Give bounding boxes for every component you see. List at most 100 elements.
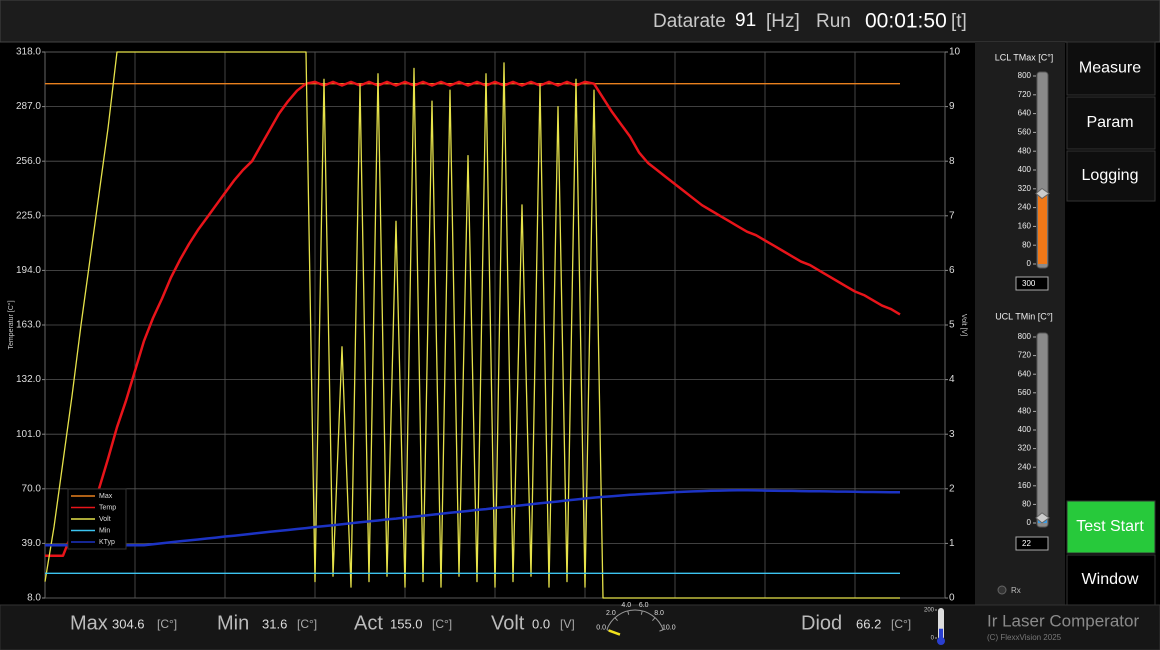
y-tick-label: 318.0 <box>16 47 41 58</box>
copyright: (C) FlexxVision 2025 <box>987 633 1062 642</box>
status-value: 31.6 <box>262 616 287 631</box>
slider-tick-label: 160 <box>1018 481 1032 490</box>
slider-tick-label: 0 <box>1027 518 1032 527</box>
y-tick-label: 163.0 <box>16 320 41 331</box>
y-axis-label: Temperatur [C°] <box>7 300 15 349</box>
limit-input[interactable] <box>1015 536 1049 551</box>
slider-tick-label: 0 <box>1027 259 1032 268</box>
datarate-unit: [Hz] <box>766 11 800 32</box>
slider-tick-label: 720 <box>1018 351 1032 360</box>
slider-tick-label: 80 <box>1022 240 1031 249</box>
nav-button-label[interactable]: Measure <box>1079 60 1141 77</box>
limit-input-value: 300 <box>1022 279 1036 288</box>
gauge-tick-label: 2.0 <box>606 610 616 617</box>
y2-tick-label: 4 <box>949 374 955 385</box>
nav-button[interactable] <box>1066 150 1156 202</box>
run-label: Run <box>816 11 851 32</box>
nav-button-label[interactable]: Param <box>1086 114 1133 131</box>
legend-label: Volt <box>99 516 111 523</box>
slider-tick-label: 800 <box>1018 332 1032 341</box>
y2-tick-label: 0 <box>949 593 955 604</box>
status-unit: [C°] <box>297 617 317 631</box>
slider-tick-label: 80 <box>1022 500 1031 509</box>
slider-tick-label: 640 <box>1018 109 1032 118</box>
gauge-tick-label: 4.0 <box>621 602 631 609</box>
status-label: Volt <box>491 612 525 634</box>
y2-tick-label: 8 <box>949 156 955 167</box>
gauge-tick-label: 10.0 <box>662 625 676 632</box>
y-tick-label: 101.0 <box>16 429 41 440</box>
y-tick-label: 194.0 <box>16 265 41 276</box>
status-value: 304.6 <box>112 616 145 631</box>
y-tick-label: 225.0 <box>16 210 41 221</box>
run-unit: [t] <box>951 11 967 32</box>
status-unit: [C°] <box>432 617 452 631</box>
gauge-arc <box>606 609 664 630</box>
slider-thumb[interactable] <box>1035 512 1050 524</box>
nav-button[interactable] <box>1066 500 1156 554</box>
limit-input[interactable] <box>1015 276 1049 291</box>
y2-axis-label: Volt [V] <box>960 314 967 336</box>
y-tick-label: 287.0 <box>16 101 41 112</box>
slider-fill <box>1038 193 1047 264</box>
status-value: 66.2 <box>856 616 881 631</box>
series-line <box>44 51 900 599</box>
slider-tick-label: 480 <box>1018 146 1032 155</box>
status-label: Max <box>70 612 108 634</box>
gauge-tick <box>659 629 664 632</box>
thermo-tick-label: 0 <box>931 636 935 642</box>
y2-tick-label: 7 <box>949 210 955 221</box>
slider-tick-label: 320 <box>1018 184 1032 193</box>
status-value: 155.0 <box>390 616 423 631</box>
status-unit: [C°] <box>891 617 911 631</box>
status-label: Act <box>354 612 383 634</box>
y-tick-label: 70.0 <box>22 483 42 494</box>
slider-tick-label: 560 <box>1018 128 1032 137</box>
gauge-tick-label: 8.0 <box>654 610 664 617</box>
top-bar <box>0 0 1160 43</box>
gauge-tick <box>627 610 630 615</box>
limit-title: LCL TMax [C°] <box>995 52 1054 62</box>
y-tick-label: 8.0 <box>27 593 41 604</box>
legend-label: KTyp <box>99 539 115 546</box>
nav-button[interactable] <box>1066 554 1156 606</box>
y2-tick-label: 9 <box>949 101 955 112</box>
slider-thumb[interactable] <box>1035 187 1050 200</box>
gauge-tick-label: 6.0 <box>639 602 649 609</box>
nav-button-label[interactable]: Window <box>1082 571 1139 588</box>
nav-button-label[interactable]: Test Start <box>1076 518 1144 535</box>
y-tick-label: 39.0 <box>22 538 42 549</box>
nav-button-label[interactable]: Logging <box>1082 167 1139 184</box>
slider-tick-label: 400 <box>1018 165 1032 174</box>
rx-indicator <box>997 585 1007 595</box>
slider-tick-label: 400 <box>1018 425 1032 434</box>
gauge-tick-label: 0.0 <box>596 625 606 632</box>
slider-tick-label: 560 <box>1018 388 1032 397</box>
slider-tick-label: 320 <box>1018 444 1032 453</box>
thermo-fill <box>939 628 943 638</box>
legend-label: Max <box>99 493 113 500</box>
gauge-needle <box>608 629 621 636</box>
slider-tick-label: 480 <box>1018 407 1032 416</box>
status-unit: [C°] <box>157 617 177 631</box>
thermo-bulb <box>937 637 945 645</box>
y2-tick-label: 1 <box>949 538 955 549</box>
slider-tick-label: 800 <box>1018 71 1032 80</box>
y-tick-label: 132.0 <box>16 374 41 385</box>
nav-button[interactable] <box>1066 96 1156 150</box>
gauge-tick <box>640 610 643 615</box>
legend-label: Temp <box>99 504 116 511</box>
status-label: Diod <box>801 612 842 634</box>
slider-tick-label: 240 <box>1018 203 1032 212</box>
limit-title: UCL TMin [C°] <box>995 311 1053 321</box>
run-time: 00:01:50 <box>865 10 947 33</box>
y2-tick-label: 5 <box>949 320 955 331</box>
y2-tick-label: 6 <box>949 265 955 276</box>
limit-panel <box>975 42 1065 605</box>
nav-button[interactable] <box>1066 41 1156 96</box>
datarate-value: 91 <box>735 10 756 31</box>
slider-track <box>1036 332 1049 528</box>
status-unit: [V] <box>560 617 575 631</box>
